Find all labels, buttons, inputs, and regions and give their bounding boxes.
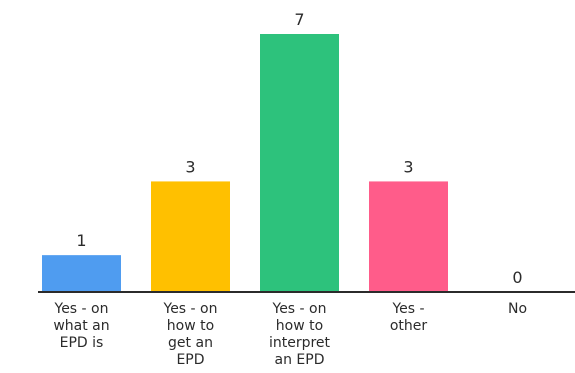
category-label-1: Yes - on what an EPD is	[53, 301, 109, 351]
category-label-line: interpret	[269, 335, 331, 351]
value-label-3: 7	[294, 10, 304, 29]
category-label-line: how to	[167, 318, 214, 334]
category-label-line: EPD	[176, 352, 204, 368]
category-label-line: Yes - on	[163, 301, 218, 317]
category-label-line: how to	[276, 318, 323, 334]
category-label-line: Yes - on	[54, 301, 109, 317]
value-label-2: 3	[185, 157, 195, 176]
category-label-3: Yes - on how to interpret an EPD	[269, 301, 331, 368]
bar-2	[151, 181, 230, 292]
category-label-line: No	[508, 301, 527, 317]
bars-group	[42, 34, 448, 292]
category-label-5: No	[508, 301, 527, 317]
bar-4	[369, 181, 448, 292]
category-label-line: Yes -	[391, 301, 424, 317]
category-label-2: Yes - on how to get an EPD	[163, 301, 218, 368]
category-label-line: Yes - on	[272, 301, 327, 317]
value-labels-group: 1 3 7 3 0	[76, 10, 522, 287]
bar-1	[42, 255, 121, 292]
category-label-line: an EPD	[275, 352, 325, 368]
value-label-1: 1	[76, 231, 86, 250]
value-label-4: 3	[403, 157, 413, 176]
value-label-5: 0	[512, 268, 522, 287]
category-label-line: get an	[168, 335, 213, 351]
category-label-4: Yes -other	[390, 301, 428, 334]
category-label-line: EPD is	[60, 335, 104, 351]
category-label-line: what an	[53, 318, 109, 334]
bar-3	[260, 34, 339, 292]
category-label-line: other	[390, 318, 428, 334]
